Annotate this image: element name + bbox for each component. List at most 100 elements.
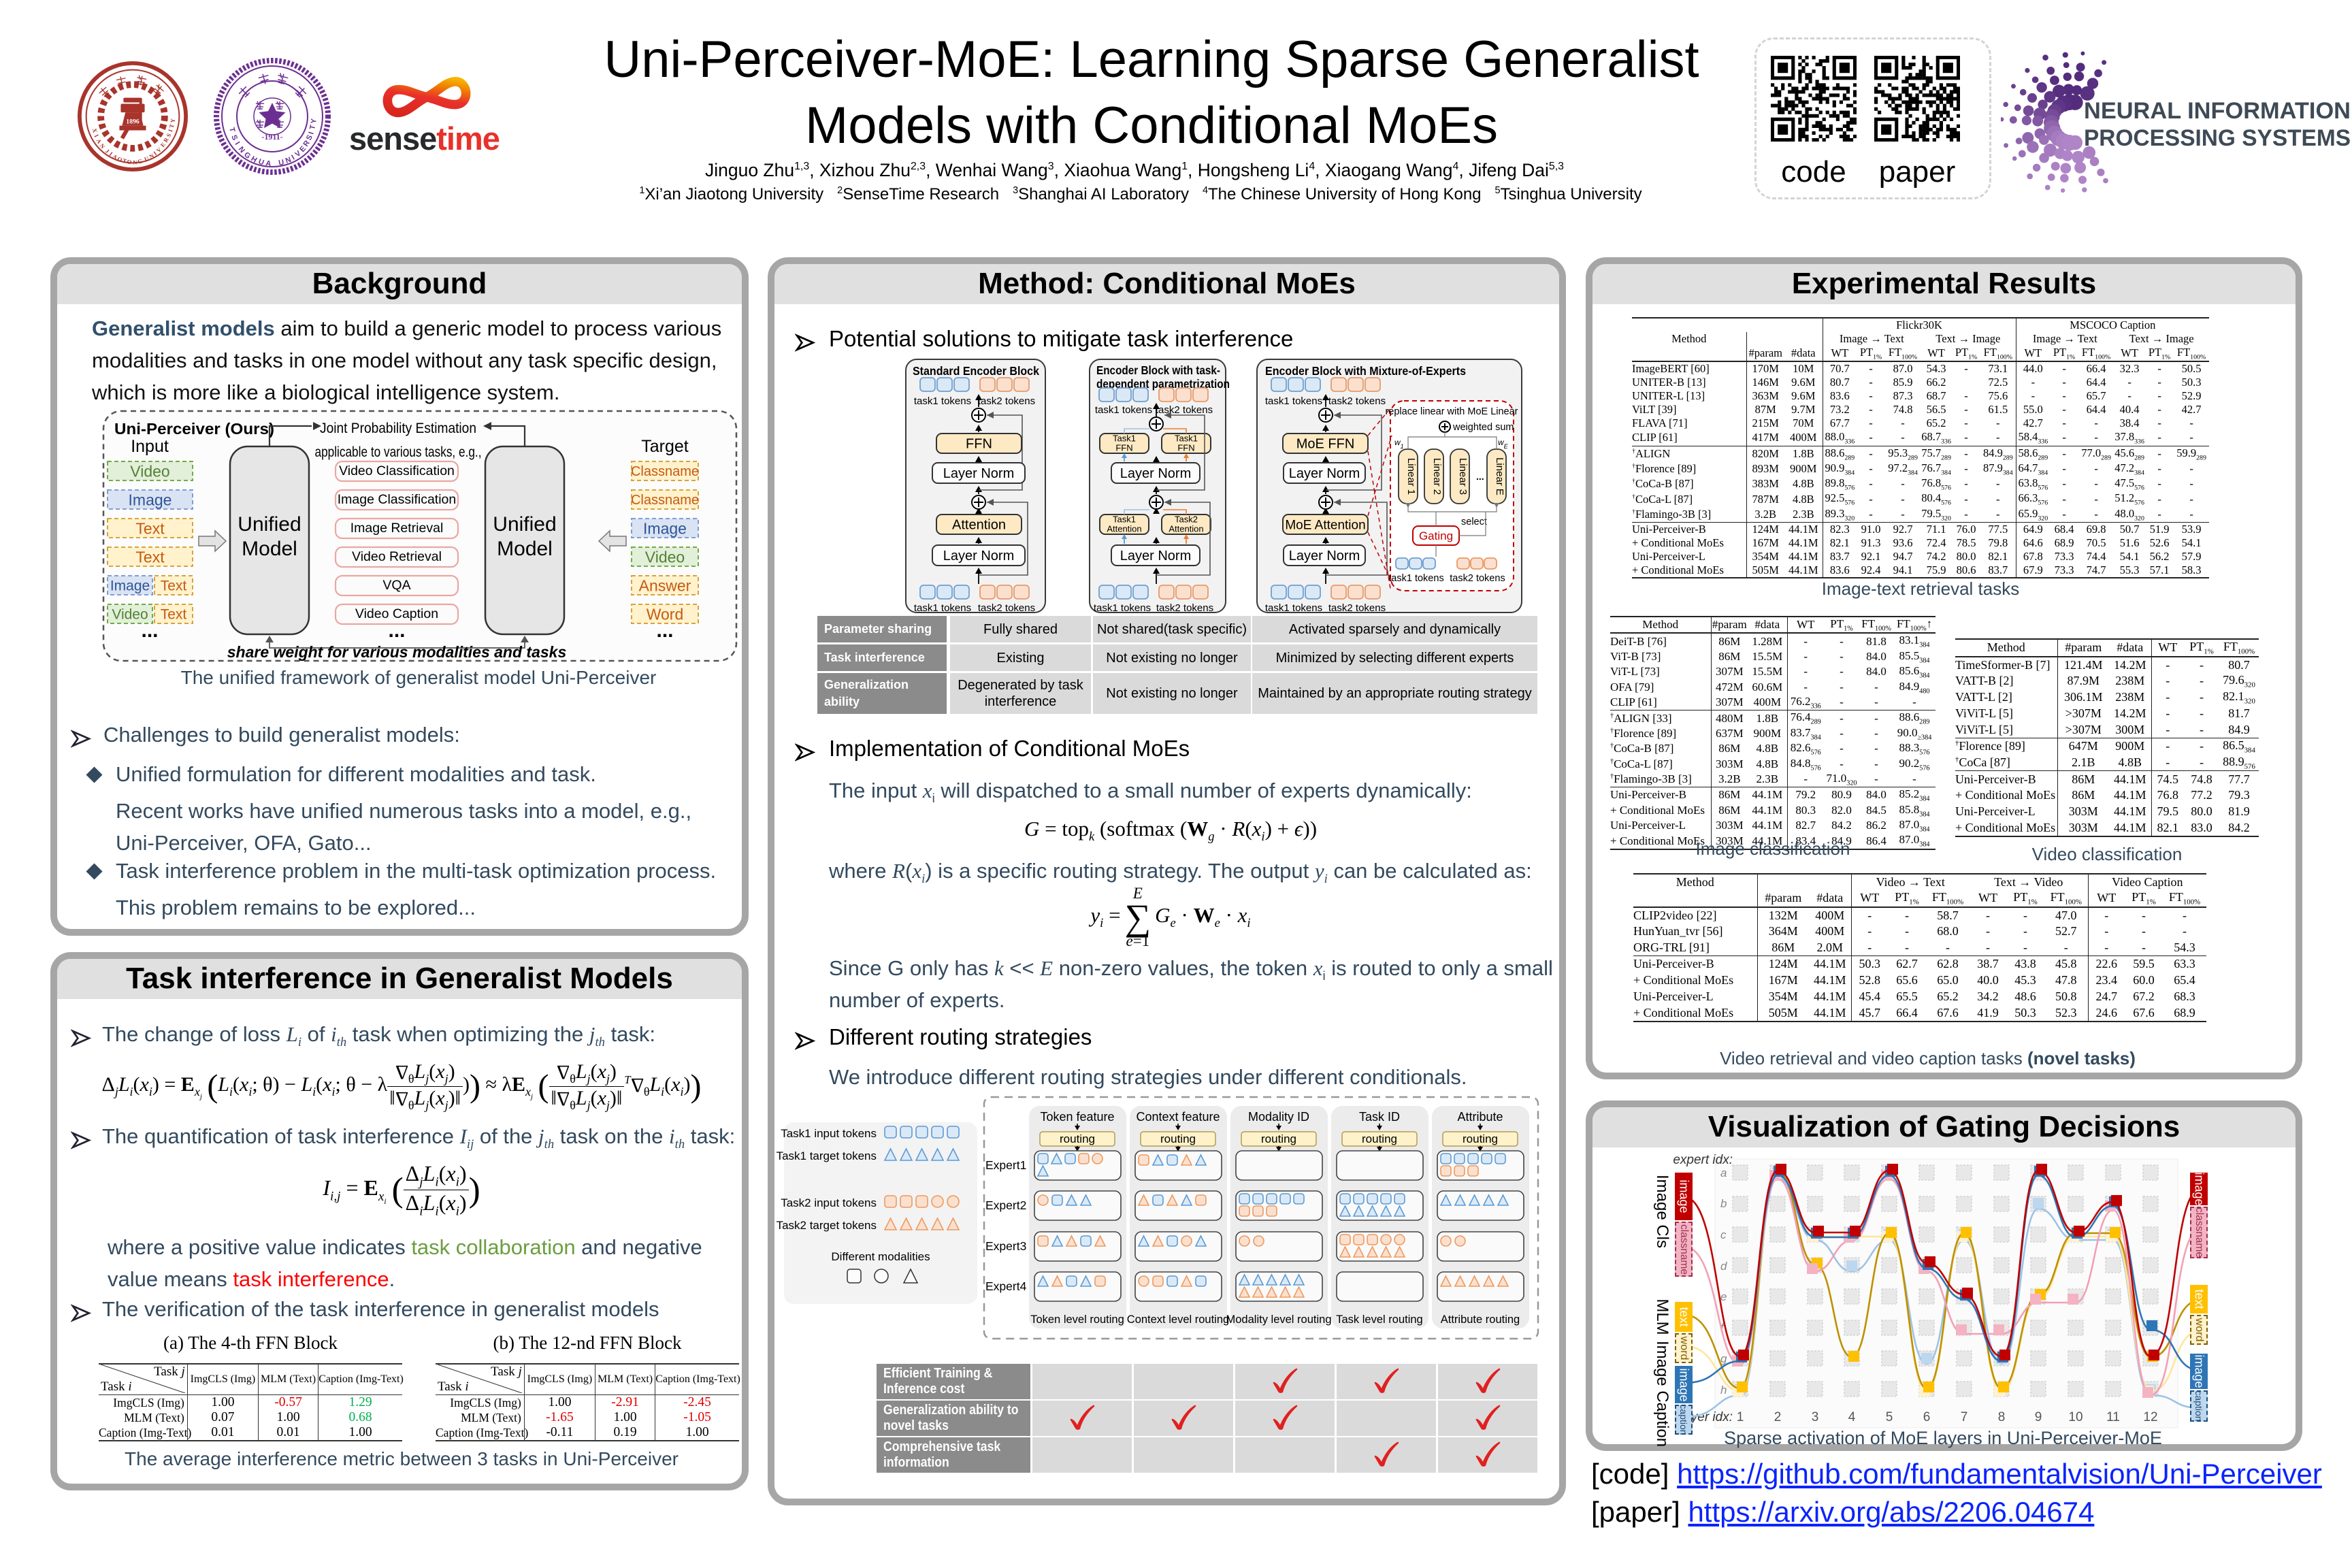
- svg-text:Expert2: Expert2: [985, 1198, 1026, 1212]
- svg-text:task1 tokens: task1 tokens: [914, 395, 971, 407]
- svg-text:A: A: [265, 159, 272, 168]
- svg-text:Video: Video: [645, 548, 685, 566]
- svg-text:replace linear with MoE Linear: replace linear with MoE Linear: [1385, 406, 1518, 417]
- svg-text:Y: Y: [169, 118, 177, 123]
- svg-text:O: O: [127, 158, 132, 165]
- svg-text:Video: Video: [112, 607, 148, 623]
- svg-text:Y: Y: [310, 118, 318, 124]
- svg-text:task2 tokens: task2 tokens: [1156, 602, 1213, 614]
- svg-text:Attribute: Attribute: [1457, 1110, 1503, 1124]
- svg-text:8: 8: [1998, 1410, 2006, 1424]
- svg-text:Video Classification: Video Classification: [339, 463, 455, 478]
- svg-text:routing: routing: [1362, 1132, 1397, 1145]
- svg-text:Model: Model: [497, 538, 553, 560]
- svg-text:e: e: [1720, 1290, 1727, 1303]
- svg-text:routing: routing: [1060, 1132, 1095, 1145]
- svg-text:G: G: [137, 157, 143, 165]
- svg-text:Task1 target tokens: Task1 target tokens: [777, 1149, 877, 1162]
- svg-text:T: T: [122, 157, 128, 165]
- svg-text:Target: Target: [641, 437, 689, 456]
- svg-text:d: d: [1720, 1260, 1727, 1273]
- svg-text:Linear 3: Linear 3: [1457, 458, 1469, 495]
- svg-text:routing: routing: [1160, 1132, 1196, 1145]
- svg-text:VQA: VQA: [382, 578, 410, 593]
- svg-text:V: V: [155, 146, 163, 154]
- svg-text:Linear 1: Linear 1: [1405, 458, 1417, 495]
- svg-text:task1 tokens: task1 tokens: [1094, 602, 1151, 614]
- svg-text:E: E: [159, 141, 167, 148]
- svg-text:Video Retrieval: Video Retrieval: [352, 549, 442, 564]
- svg-text:U: U: [257, 158, 265, 167]
- svg-text:Text: Text: [135, 519, 165, 537]
- svg-text:I: I: [108, 150, 114, 157]
- svg-text:J: J: [104, 148, 111, 155]
- svg-text:Image: Image: [110, 578, 150, 594]
- svg-text:Classname: Classname: [631, 464, 699, 479]
- svg-text:I: I: [233, 140, 241, 146]
- svg-text:Task2: Task2: [1175, 514, 1198, 525]
- svg-text:Image: Image: [129, 491, 172, 508]
- svg-text:Text: Text: [161, 578, 187, 594]
- svg-text:N: N: [284, 156, 293, 165]
- svg-text:...: ...: [388, 619, 405, 642]
- svg-text:T: T: [168, 123, 176, 129]
- svg-text:Task1: Task1: [1113, 434, 1136, 444]
- svg-text:Video: Video: [130, 462, 169, 480]
- svg-text:FFN: FFN: [1177, 443, 1194, 453]
- svg-text:task1 tokens: task1 tokens: [1265, 602, 1322, 614]
- svg-text:Uni-Perceiver (Ours): Uni-Perceiver (Ours): [114, 420, 274, 438]
- svg-text:A: A: [112, 153, 119, 161]
- svg-text:Task1: Task1: [1175, 434, 1198, 444]
- svg-text:I: I: [167, 128, 174, 133]
- svg-text:Task2 target tokens: Task2 target tokens: [777, 1219, 877, 1232]
- svg-text:Context feature: Context feature: [1136, 1110, 1220, 1124]
- svg-text:N: N: [99, 142, 107, 150]
- svg-text:...: ...: [141, 619, 158, 642]
- svg-text:Gating: Gating: [1419, 529, 1453, 542]
- svg-text:Different modalities: Different modalities: [831, 1250, 930, 1263]
- svg-text:Task level routing: Task level routing: [1336, 1313, 1422, 1326]
- svg-text:Answer: Answer: [639, 576, 691, 594]
- svg-text:task2 tokens: task2 tokens: [1328, 602, 1386, 614]
- svg-text:PROCESSING SYSTEMS: PROCESSING SYSTEMS: [2084, 125, 2351, 151]
- svg-text:expert idx:: expert idx:: [1673, 1153, 1733, 1167]
- svg-text:layer idx:: layer idx:: [1681, 1410, 1733, 1424]
- svg-text:h: h: [1720, 1384, 1727, 1396]
- svg-text:Unified: Unified: [238, 513, 301, 536]
- svg-text:Linear E: Linear E: [1494, 457, 1505, 495]
- svg-text:Attention: Attention: [1169, 524, 1203, 534]
- svg-text:Standard Encoder Block: Standard Encoder Block: [913, 364, 1039, 378]
- svg-text:N: N: [148, 152, 156, 160]
- svg-text:4: 4: [1848, 1410, 1856, 1424]
- svg-text:9: 9: [2035, 1410, 2042, 1424]
- svg-text:task2 tokens: task2 tokens: [978, 395, 1035, 407]
- svg-text:I: I: [93, 133, 101, 139]
- svg-text:NEURAL INFORMATION: NEURAL INFORMATION: [2084, 98, 2351, 124]
- svg-text:Joint Probability Estimation: Joint Probability Estimation: [320, 421, 476, 436]
- svg-text:Layer Norm: Layer Norm: [943, 549, 1014, 564]
- svg-text:Text: Text: [161, 607, 187, 623]
- svg-text:sensetime: sensetime: [349, 120, 500, 157]
- svg-text:N: N: [133, 159, 137, 165]
- svg-text:Context level routing: Context level routing: [1127, 1313, 1229, 1326]
- svg-text:...: ...: [656, 619, 673, 642]
- svg-text:3: 3: [1812, 1410, 1819, 1424]
- svg-text:share weight for various modal: share weight for various modalities and …: [227, 643, 567, 661]
- svg-text:1896: 1896: [126, 118, 140, 126]
- svg-text:Image: Image: [643, 519, 687, 537]
- svg-text:A: A: [95, 137, 103, 145]
- svg-text:Layer Norm: Layer Norm: [943, 466, 1014, 481]
- svg-text:select: select: [1461, 517, 1487, 527]
- svg-text:U: U: [278, 159, 284, 167]
- svg-text:task1 tokens: task1 tokens: [914, 602, 971, 614]
- svg-text:Image Classification: Image Classification: [338, 492, 457, 507]
- svg-text:Video Caption: Video Caption: [355, 606, 438, 621]
- svg-text:Attention: Attention: [1107, 524, 1141, 534]
- svg-text:1: 1: [1737, 1410, 1744, 1424]
- svg-text:R: R: [162, 136, 170, 144]
- svg-text:MoE FFN: MoE FFN: [1296, 437, 1355, 452]
- svg-text:Token level routing: Token level routing: [1030, 1313, 1124, 1326]
- svg-text:5: 5: [1886, 1410, 1893, 1424]
- svg-text:MoE Attention: MoE Attention: [1285, 518, 1365, 532]
- svg-text:Encoder Block with Mixture-of-: Encoder Block with Mixture-of-Experts: [1265, 364, 1466, 378]
